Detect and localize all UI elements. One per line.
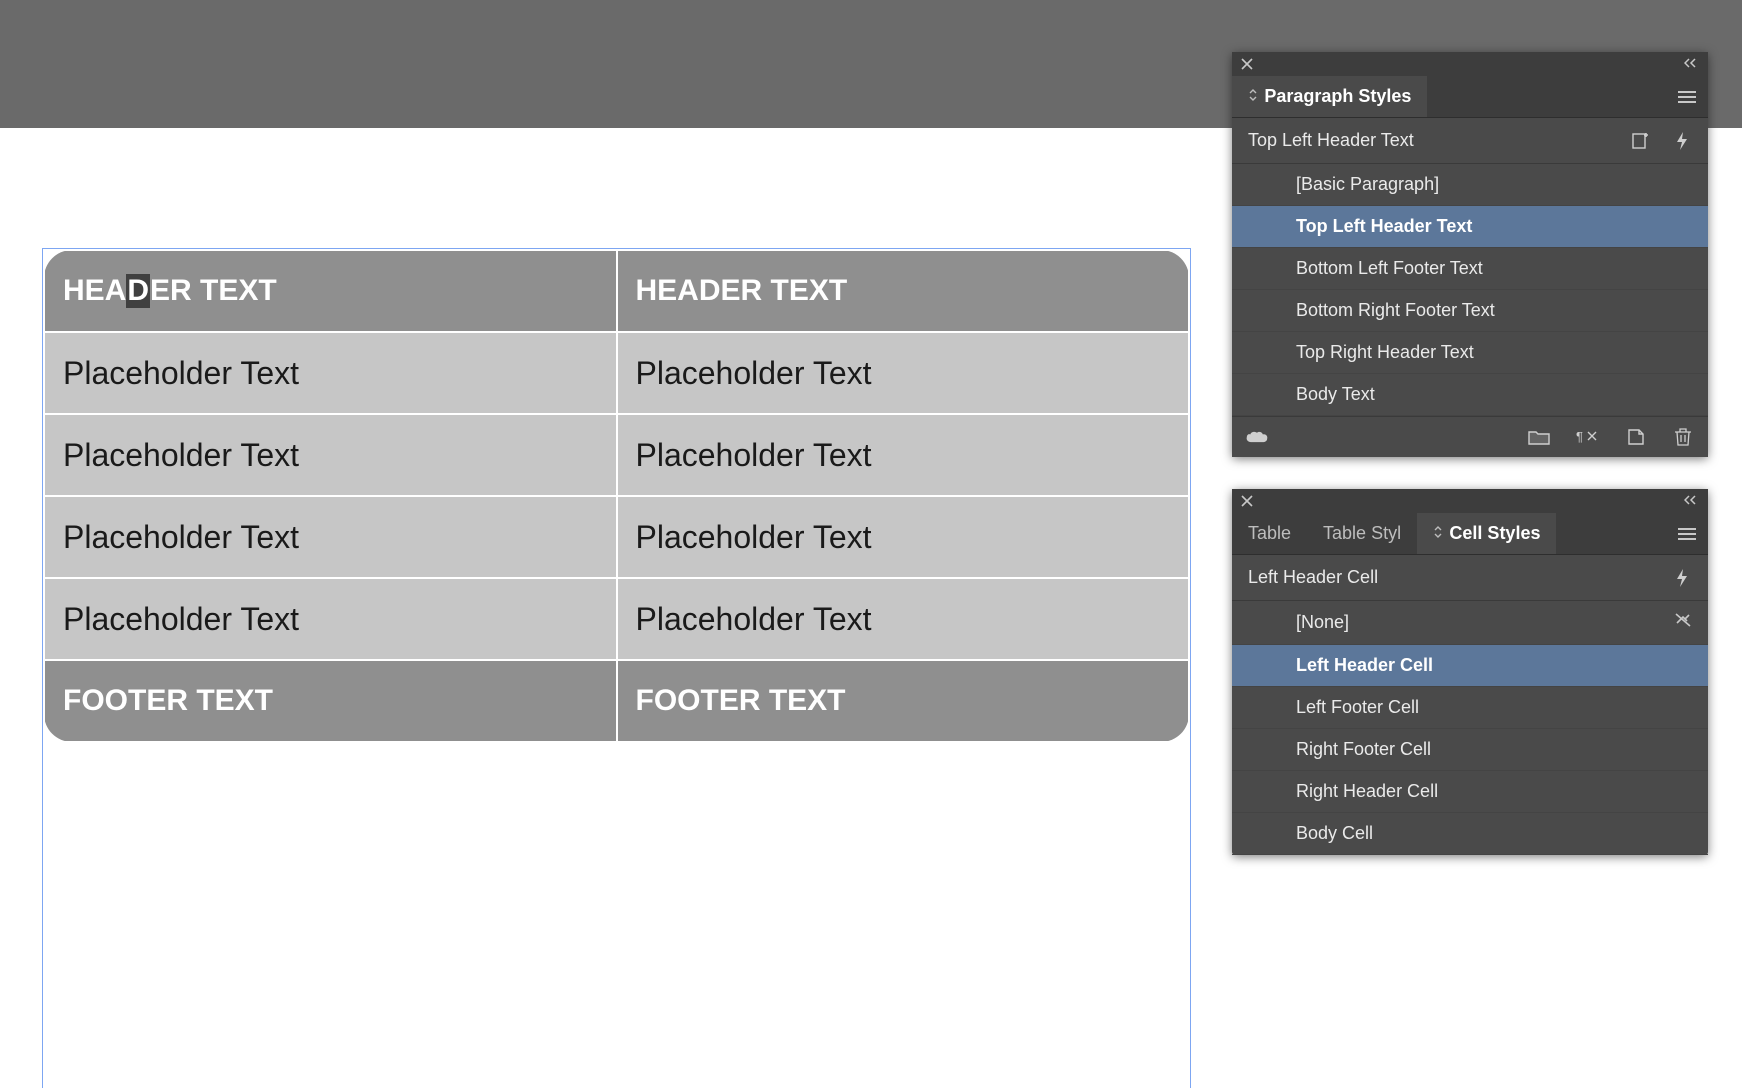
collapse-icon[interactable] [1684, 494, 1700, 508]
new-page-icon[interactable] [1624, 427, 1646, 447]
quick-apply-icon[interactable] [1672, 568, 1692, 588]
cell-text: Placeholder Text [636, 519, 872, 555]
cell-styles-panel: Table Table Styl Cell Styles Left Header… [1232, 489, 1708, 855]
tab-label: Cell Styles [1449, 523, 1540, 543]
style-item-body-cell[interactable]: Body Cell [1232, 813, 1708, 855]
body-cell[interactable]: Placeholder Text [617, 332, 1190, 414]
current-style-name: Top Left Header Text [1248, 130, 1414, 151]
panel-tab-row: Table Table Styl Cell Styles [1232, 513, 1708, 555]
style-label: Top Left Header Text [1296, 216, 1472, 237]
folder-icon[interactable] [1528, 427, 1550, 447]
header-cell-right[interactable]: HEADER TEXT [617, 250, 1190, 332]
quick-apply-icon[interactable] [1672, 131, 1692, 151]
close-icon[interactable] [1240, 57, 1254, 71]
document-table: HEADER TEXT HEADER TEXT Placeholder Text… [43, 249, 1190, 743]
style-item-left-header-cell[interactable]: Left Header Cell [1232, 645, 1708, 687]
style-label: [Basic Paragraph] [1296, 174, 1439, 195]
collapse-icon[interactable] [1684, 57, 1700, 71]
cc-libraries-icon[interactable] [1246, 427, 1268, 447]
body-cell[interactable]: Placeholder Text [617, 578, 1190, 660]
style-item-top-right-header-text[interactable]: Top Right Header Text [1232, 332, 1708, 374]
tab-cell-styles[interactable]: Cell Styles [1417, 513, 1556, 554]
style-label: [None] [1296, 612, 1349, 633]
style-item-left-footer-cell[interactable]: Left Footer Cell [1232, 687, 1708, 729]
cell-text: Placeholder Text [636, 355, 872, 391]
style-label: Top Right Header Text [1296, 342, 1474, 363]
style-label: Body Cell [1296, 823, 1373, 844]
cell-text: Placeholder Text [63, 519, 299, 555]
style-label: Left Header Cell [1296, 655, 1433, 676]
current-style-name: Left Header Cell [1248, 567, 1378, 588]
body-cell[interactable]: Placeholder Text [44, 414, 617, 496]
body-cell[interactable]: Placeholder Text [617, 414, 1190, 496]
style-label: Body Text [1296, 384, 1375, 405]
cell-text: Placeholder Text [63, 355, 299, 391]
tab-paragraph-styles[interactable]: Paragraph Styles [1232, 76, 1427, 117]
panel-menu-icon[interactable] [1666, 90, 1708, 104]
tab-table-styles[interactable]: Table Styl [1307, 513, 1417, 554]
header-cell-left[interactable]: HEADER TEXT [44, 250, 617, 332]
footer-cell-left[interactable]: FOOTER TEXT [44, 660, 617, 742]
style-item-top-left-header-text[interactable]: Top Left Header Text [1232, 206, 1708, 248]
text-cursor-selection: D [126, 274, 150, 308]
footer-cell-right[interactable]: FOOTER TEXT [617, 660, 1190, 742]
paragraph-styles-panel: Paragraph Styles Top Left Header Text [B… [1232, 52, 1708, 457]
header-text-left-pre: HEA [63, 274, 126, 307]
trash-icon[interactable] [1672, 427, 1694, 447]
cell-text: Placeholder Text [63, 601, 299, 637]
cell-text: Placeholder Text [636, 437, 872, 473]
tab-label: Table Styl [1323, 523, 1401, 543]
chevron-updown-icon [1433, 528, 1446, 542]
tab-label: Table [1248, 523, 1291, 543]
style-label: Bottom Left Footer Text [1296, 258, 1483, 279]
style-item-bottom-left-footer-text[interactable]: Bottom Left Footer Text [1232, 248, 1708, 290]
panel-chrome[interactable] [1232, 489, 1708, 513]
footer-text-left: FOOTER TEXT [63, 684, 273, 717]
style-label: Left Footer Cell [1296, 697, 1419, 718]
paragraph-styles-list: [Basic Paragraph] Top Left Header Text B… [1232, 164, 1708, 416]
style-item-body-text[interactable]: Body Text [1232, 374, 1708, 416]
text-frame[interactable]: HEADER TEXT HEADER TEXT Placeholder Text… [42, 248, 1191, 1088]
panel-footer: ¶ [1232, 416, 1708, 457]
panel-tab-row: Paragraph Styles [1232, 76, 1708, 118]
style-item-basic-paragraph[interactable]: [Basic Paragraph] [1232, 164, 1708, 206]
style-item-none[interactable]: [None] [1232, 601, 1708, 645]
body-cell[interactable]: Placeholder Text [617, 496, 1190, 578]
style-label: Right Footer Cell [1296, 739, 1431, 760]
current-style-row: Left Header Cell [1232, 555, 1708, 601]
close-icon[interactable] [1240, 494, 1254, 508]
cell-text: Placeholder Text [63, 437, 299, 473]
style-item-bottom-right-footer-text[interactable]: Bottom Right Footer Text [1232, 290, 1708, 332]
header-text-right: HEADER TEXT [636, 274, 848, 307]
panel-dock: Paragraph Styles Top Left Header Text [B… [1232, 52, 1708, 887]
style-label: Right Header Cell [1296, 781, 1438, 802]
style-label: Bottom Right Footer Text [1296, 300, 1495, 321]
footer-text-right: FOOTER TEXT [636, 684, 846, 717]
current-style-row: Top Left Header Text [1232, 118, 1708, 164]
chevron-updown-icon [1248, 91, 1261, 105]
svg-text:¶: ¶ [1576, 429, 1583, 444]
locked-icon [1674, 611, 1692, 634]
panel-menu-icon[interactable] [1666, 527, 1708, 541]
body-cell[interactable]: Placeholder Text [44, 496, 617, 578]
cell-styles-list: [None] Left Header Cell Left Footer Cell… [1232, 601, 1708, 855]
clear-overrides-icon[interactable]: ¶ [1576, 427, 1598, 447]
style-item-right-footer-cell[interactable]: Right Footer Cell [1232, 729, 1708, 771]
panel-chrome[interactable] [1232, 52, 1708, 76]
tab-label: Paragraph Styles [1264, 86, 1411, 106]
style-item-right-header-cell[interactable]: Right Header Cell [1232, 771, 1708, 813]
body-cell[interactable]: Placeholder Text [44, 578, 617, 660]
cell-text: Placeholder Text [636, 601, 872, 637]
new-style-icon[interactable] [1630, 131, 1650, 151]
body-cell[interactable]: Placeholder Text [44, 332, 617, 414]
header-text-left-post: ER TEXT [150, 274, 277, 307]
tab-table[interactable]: Table [1232, 513, 1307, 554]
